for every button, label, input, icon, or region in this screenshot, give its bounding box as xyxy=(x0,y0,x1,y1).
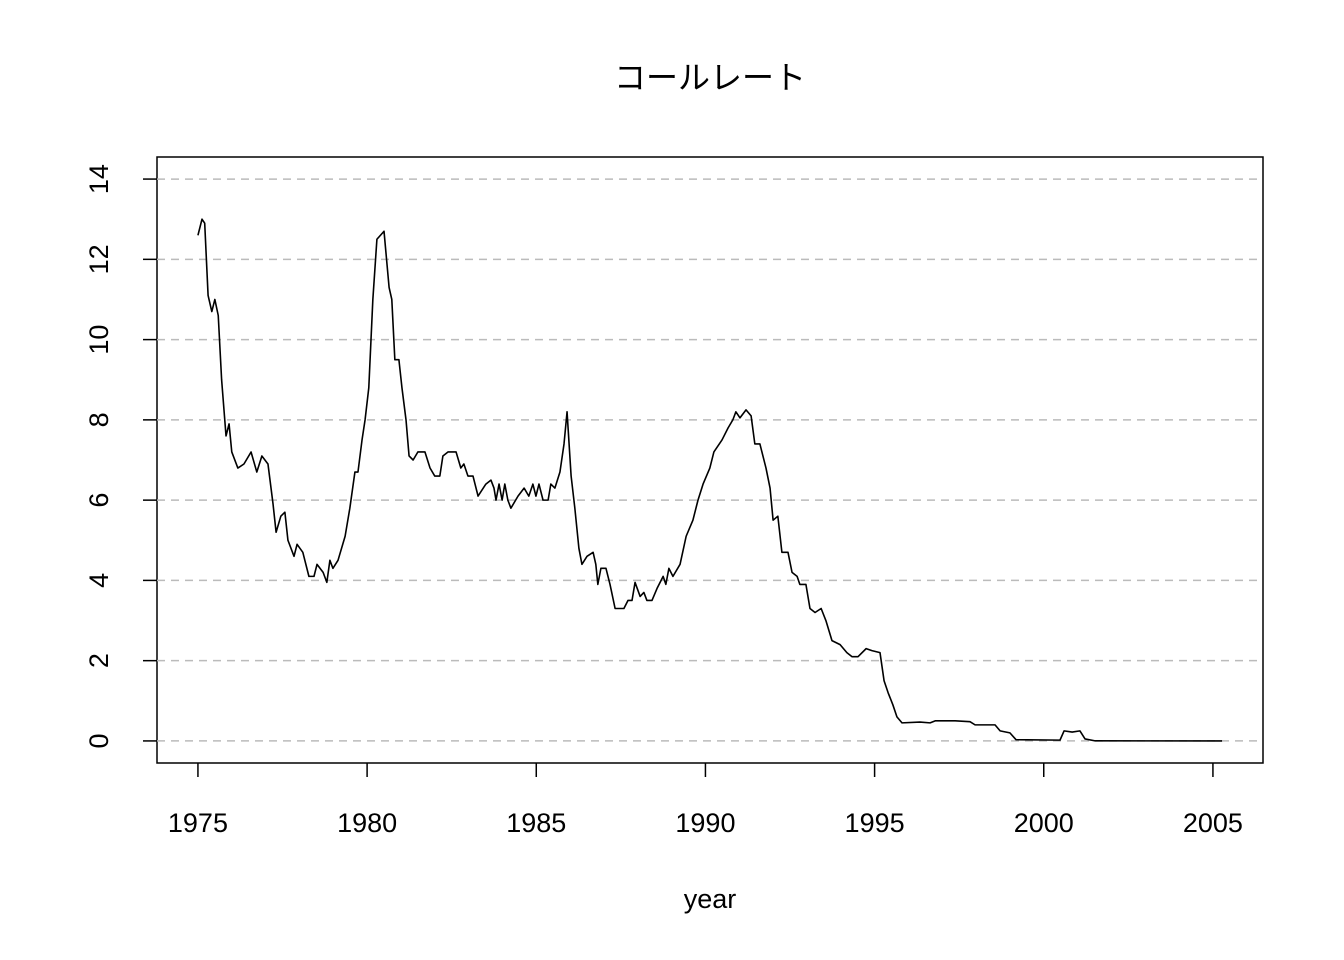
x-tick-label: 1980 xyxy=(337,808,397,838)
x-tick-label: 1990 xyxy=(675,808,735,838)
y-tick-label: 14 xyxy=(84,164,114,194)
x-axis-label: year xyxy=(684,884,737,914)
x-tick-label: 2000 xyxy=(1014,808,1074,838)
x-tick-label: 1995 xyxy=(845,808,905,838)
y-tick-label: 10 xyxy=(84,325,114,355)
data-line xyxy=(197,218,1223,742)
plot-frame xyxy=(156,156,1264,764)
x-tick-label: 2005 xyxy=(1183,808,1243,838)
y-tick-label: 2 xyxy=(84,653,114,668)
y-tick-label: 8 xyxy=(84,412,114,427)
y-tick-label: 12 xyxy=(84,244,114,274)
x-tick-label: 1985 xyxy=(506,808,566,838)
y-tick-label: 6 xyxy=(84,493,114,508)
x-tick-label: 1975 xyxy=(168,808,228,838)
chart-title: コールレート xyxy=(614,59,806,95)
y-tick-label: 0 xyxy=(84,733,114,748)
y-tick-label: 4 xyxy=(84,573,114,588)
